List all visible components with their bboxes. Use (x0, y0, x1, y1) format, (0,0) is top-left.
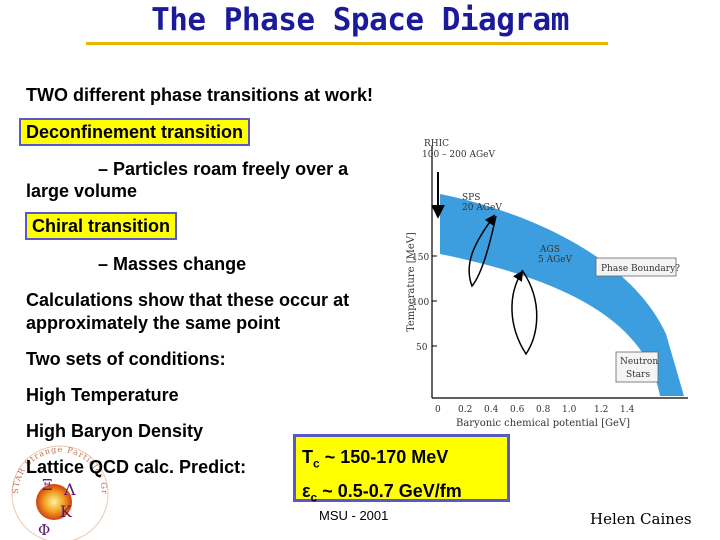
x-tick-0-2: 0.2 (458, 405, 472, 415)
deconfinement-detail-1: – Particles roam freely over a (98, 159, 349, 179)
rhic-label: RHIC (424, 139, 449, 149)
x-tick-0-6: 0.6 (510, 405, 525, 415)
sps-energy-label: 20 AGeV (462, 203, 502, 213)
deconfinement-detail-2: large volume (26, 181, 138, 201)
rhic-energy-label: 100 – 200 AGeV (422, 150, 495, 160)
condition-temperature: High Temperature (26, 385, 179, 405)
intro-text: TWO different phase transitions at work! (26, 85, 374, 105)
y-tick-100: 100 (412, 298, 429, 308)
stars-label: Stars (626, 370, 650, 380)
logo-lambda-symbol: Λ (63, 480, 76, 499)
x-tick-1-0: 1.0 (562, 405, 577, 415)
logo-sun-icon (36, 484, 72, 520)
logo-kappa-symbol: Κ (60, 502, 73, 521)
footer-author: Helen Caines (590, 510, 692, 528)
ags-label: AGS (539, 245, 560, 255)
critical-values-box: Tc ~ 150-170 MeV εc ~ 0.5-0.7 GeV/fm (293, 434, 510, 505)
sps-label: SPS (462, 193, 480, 203)
ec-subscript: c (310, 490, 318, 505)
y-tick-50: 50 (416, 343, 428, 353)
y-axis-label: Temperature [MeV] (406, 232, 417, 332)
chiral-label: Chiral transition (25, 212, 178, 240)
x-tick-0: 0 (435, 405, 441, 415)
page-title: The Phase Space Diagram (151, 2, 569, 38)
phase-diagram: 150 100 50 0 0.2 0.4 0.6 0.8 1.0 1.2 1.4… (406, 139, 688, 429)
ec-symbol: ε (302, 481, 311, 501)
tc-symbol: T (302, 447, 313, 467)
neutron-label: Neutron (620, 357, 658, 367)
calculations-line-1: Calculations show that these occur at (26, 290, 350, 310)
phase-boundary-label: Phase Boundary? (601, 264, 680, 274)
tc-subscript: c (313, 456, 320, 471)
y-tick-150: 150 (412, 253, 429, 263)
chiral-detail: – Masses change (98, 254, 247, 274)
phase-boundary-box (595, 257, 677, 277)
ags-arrow (511, 269, 538, 356)
footer-center: MSU - 2001 (319, 508, 389, 523)
lattice-qcd-text: Lattice QCD calc. Predict: (26, 457, 247, 477)
critical-energy-density: εc ~ 0.5-0.7 GeV/fm (302, 480, 462, 509)
x-tick-1-2: 1.2 (594, 405, 608, 415)
tc-value: ~ 150-170 MeV (319, 447, 449, 467)
conditions-heading: Two sets of conditions: (26, 349, 226, 369)
condition-baryon-density: High Baryon Density (26, 421, 204, 441)
calculations-line-2: approximately the same point (26, 313, 281, 333)
sps-arrow (468, 214, 497, 288)
x-tick-0-4: 0.4 (484, 405, 499, 415)
logo-xi-symbol: Ξ (42, 476, 53, 494)
phase-band (440, 194, 684, 396)
x-tick-1-4: 1.4 (620, 405, 635, 415)
x-axis-label: Baryonic chemical potential [GeV] (456, 418, 630, 429)
ags-energy-label: 5 AGeV (538, 255, 573, 265)
star-strangeness-logo: STAR Strange Particles Group Ξ Λ Κ Φ (2, 440, 109, 540)
deconfinement-label: Deconfinement transition (19, 118, 251, 146)
ec-value: ~ 0.5-0.7 GeV/fm (317, 481, 462, 501)
title-underline (86, 42, 608, 45)
logo-phi-symbol: Φ (38, 521, 50, 539)
neutron-stars-box (615, 351, 659, 383)
critical-temperature: Tc ~ 150-170 MeV (302, 446, 448, 475)
x-tick-0-8: 0.8 (536, 405, 551, 415)
